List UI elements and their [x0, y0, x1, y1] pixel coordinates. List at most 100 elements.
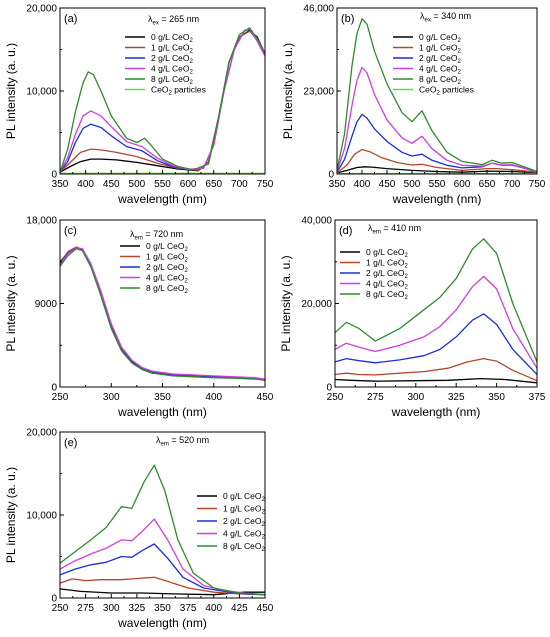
x-tick-label: 250 [52, 392, 69, 403]
chart-panel-a: 350 400 450 500 550 600 650 700 750 0 10,000 20,000… [4, 4, 274, 207]
x-tick-label: 325 [129, 603, 146, 614]
panel-label: (c) [64, 225, 77, 237]
legend-label-b-2: 2 g/L CeO2 [419, 53, 461, 65]
x-tick-label: 450 [103, 179, 120, 190]
legend-label-c-1: 1 g/L CeO2 [146, 252, 188, 264]
x-tick-label: 350 [154, 392, 171, 403]
excitation-annotation: λem = 410 nm [368, 223, 421, 236]
x-tick-label: 375 [529, 392, 546, 403]
legend-label-a-1: 1 g/L CeO2 [151, 43, 193, 55]
x-tick-label: 350 [52, 179, 69, 190]
y-tick-label: 20,000 [26, 428, 57, 439]
y-tick-label: 10,000 [26, 87, 57, 98]
x-tick-label: 700 [231, 179, 248, 190]
legend-label-e-1: 1 g/L CeO2 [223, 504, 265, 516]
x-tick-label: 300 [407, 392, 424, 403]
y-axis-title: PL intensity (a. u.) [4, 43, 18, 139]
y-tick-label: 20,000 [301, 299, 332, 310]
y-axis-title: PL intensity (a. u.) [4, 255, 18, 351]
excitation-annotation: λex = 265 nm [148, 14, 199, 27]
y-tick-label: 0 [326, 383, 332, 394]
x-axis-title: wavelength (nm) [392, 192, 482, 206]
legend-label-b-3: 4 g/L CeO2 [419, 64, 461, 76]
legend-label-e-4: 8 g/L CeO2 [223, 541, 265, 553]
chart-panel-c: 250 300 350 400 450 0 9000 18,000 wavelength (nm… [4, 216, 274, 420]
x-tick-label: 400 [77, 179, 94, 190]
x-tick-label: 275 [367, 392, 384, 403]
legend-label-c-2: 2 g/L CeO2 [146, 262, 188, 274]
panel-label: (b) [341, 13, 354, 25]
y-tick-label: 0 [51, 170, 57, 181]
legend-label-e-3: 4 g/L CeO2 [223, 529, 265, 541]
legend-label-b-1: 1 g/L CeO2 [419, 43, 461, 55]
legend-label-b-0: 0 g/L CeO2 [419, 32, 461, 44]
x-axis-title: wavelength (nm) [117, 192, 207, 206]
x-tick-label: 400 [205, 603, 222, 614]
y-tick-label: 23,000 [303, 87, 334, 98]
series-line-b-3 [337, 66, 537, 173]
x-tick-label: 750 [257, 179, 274, 190]
x-axis-title: wavelength (nm) [391, 405, 481, 419]
series-line-a-4 [60, 27, 265, 173]
legend-label-b-4: 8 g/L CeO2 [419, 74, 461, 86]
excitation-annotation: λem = 520 nm [156, 435, 209, 448]
series-line-e-2 [60, 543, 265, 596]
legend-label-a-5: CeO2 particles [151, 85, 206, 97]
y-axis-title: PL intensity (a. u.) [281, 43, 295, 139]
legend-label-d-0: 0 g/L CeO2 [366, 247, 408, 259]
y-tick-label: 10,000 [26, 511, 57, 522]
y-tick-label: 0 [51, 594, 57, 605]
x-tick-label: 375 [180, 603, 197, 614]
legend-label-a-2: 2 g/L CeO2 [151, 53, 193, 65]
y-tick-label: 18,000 [26, 216, 57, 227]
x-tick-label: 450 [257, 392, 274, 403]
legend-label-a-3: 4 g/L CeO2 [151, 64, 193, 76]
y-tick-label: 0 [328, 170, 334, 181]
series-line-d-2 [335, 313, 537, 375]
x-tick-label: 650 [479, 179, 496, 190]
legend-label-d-4: 8 g/L CeO2 [366, 289, 408, 301]
series-line-d-3 [335, 275, 537, 369]
legend-label-c-3: 4 g/L CeO2 [146, 273, 188, 285]
x-tick-label: 425 [231, 603, 248, 614]
legend-label-d-3: 4 g/L CeO2 [366, 279, 408, 291]
y-axis-title: PL intensity (a. u.) [4, 467, 18, 563]
y-tick-label: 20,000 [26, 4, 57, 15]
x-tick-label: 500 [404, 179, 421, 190]
legend-label-d-1: 1 g/L CeO2 [366, 258, 408, 270]
x-tick-label: 400 [205, 392, 222, 403]
excitation-annotation: λem = 720 nm [130, 229, 183, 242]
x-tick-label: 350 [488, 392, 505, 403]
chart-panel-d: 250 275 300 325 350 375 0 20,000 40,000 wavelengt… [279, 216, 546, 420]
panel-label: (a) [64, 13, 77, 25]
chart-panel-b: 350 400 450 500 550 600 650 700 750 0 23,000 46,000… [281, 4, 546, 207]
x-tick-label: 250 [327, 392, 344, 403]
legend-label-e-0: 0 g/L CeO2 [223, 491, 265, 503]
x-tick-label: 600 [180, 179, 197, 190]
legend-label-e-2: 2 g/L CeO2 [223, 516, 265, 528]
x-tick-label: 300 [103, 603, 120, 614]
x-tick-label: 450 [379, 179, 396, 190]
y-axis-title: PL intensity (a. u.) [279, 255, 293, 351]
x-tick-label: 350 [329, 179, 346, 190]
x-tick-label: 550 [429, 179, 446, 190]
x-axis-title: wavelength (nm) [117, 616, 207, 630]
panel-label: (d) [339, 225, 352, 237]
legend-label-b-5: CeO2 particles [419, 85, 474, 97]
x-tick-label: 400 [354, 179, 371, 190]
series-line-b-1 [337, 148, 537, 174]
series-line-c-3 [60, 247, 265, 380]
x-tick-label: 350 [154, 603, 171, 614]
panel-label: (e) [64, 437, 77, 449]
x-tick-label: 275 [77, 603, 94, 614]
y-tick-label: 9000 [35, 299, 58, 310]
x-tick-label: 600 [454, 179, 471, 190]
legend-label-d-2: 2 g/L CeO2 [366, 268, 408, 280]
x-tick-label: 650 [205, 179, 222, 190]
